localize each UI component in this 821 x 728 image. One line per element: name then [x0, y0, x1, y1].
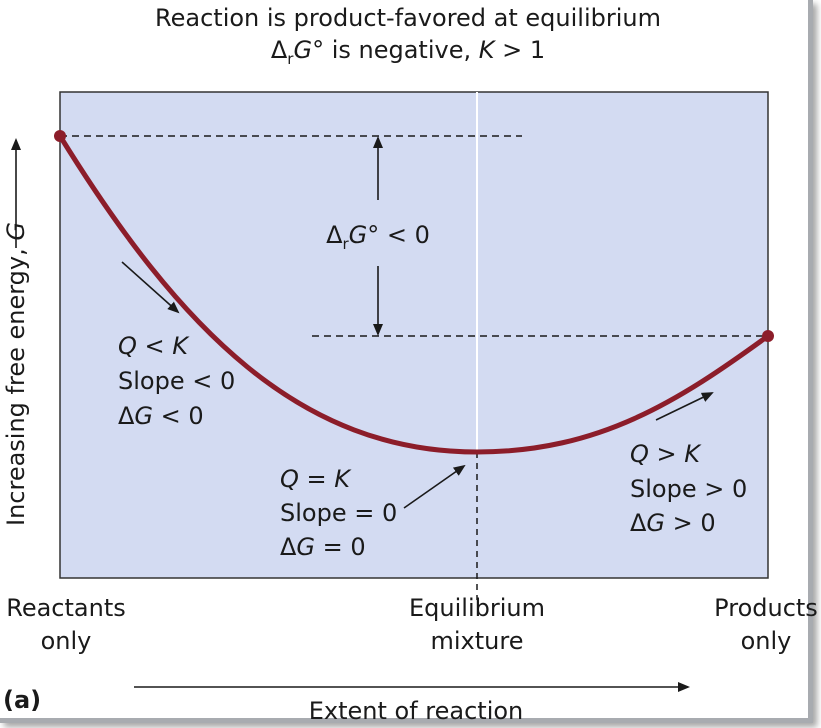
left-annotation-line-2: Slope < 0: [118, 367, 235, 395]
panel-label: (a): [3, 686, 41, 714]
left-slope-arrow: [121, 261, 180, 314]
left-annotation-line-3: ΔG < 0: [118, 402, 204, 430]
right-slope-arrow: [655, 392, 714, 421]
reactants-label-line-1: Reactants: [6, 594, 126, 622]
middle-annotation-line-2: Slope = 0: [280, 499, 397, 527]
middle-annotation-line-3: ΔG = 0: [280, 533, 366, 561]
reactants-label-line-2: only: [41, 627, 92, 655]
equilibrium-label-line-2: mixture: [431, 627, 524, 655]
title-line-2: ΔrG° is negative, K > 1: [271, 36, 545, 68]
middle-annotation-line-1: Q = K: [280, 465, 352, 493]
y-axis-label: Increasing free energy, G: [2, 222, 30, 526]
right-annotation-line-1: Q > K: [630, 440, 702, 468]
left-annotation-line-1: Q < K: [118, 332, 190, 360]
equilibrium-label-line-1: Equilibrium: [409, 594, 545, 622]
middle-slope-arrow: [403, 464, 466, 509]
plot-area: [59, 91, 769, 579]
right-annotation-line-3: ΔG > 0: [630, 509, 716, 537]
x-axis-label: Extent of reaction: [309, 697, 524, 725]
right-annotation-line-2: Slope > 0: [630, 475, 747, 503]
title-line-1: Reaction is product-favored at equilibri…: [155, 4, 661, 32]
products-label-line-2: only: [741, 627, 792, 655]
free-energy-curve: [57, 133, 771, 455]
products-point: [762, 330, 774, 342]
reactants-point: [54, 130, 66, 142]
products-label-line-1: Products: [714, 594, 818, 622]
delta-rg-label: ΔrG° < 0: [326, 221, 430, 253]
